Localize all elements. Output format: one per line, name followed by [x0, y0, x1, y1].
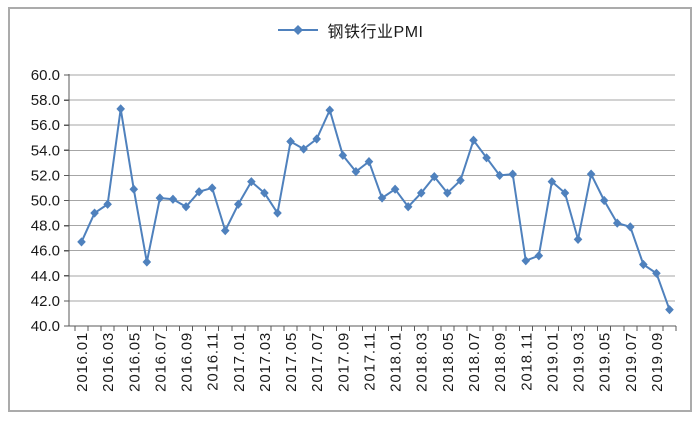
pmi-marker [612, 218, 622, 228]
pmi-marker [181, 202, 191, 212]
pmi-marker [351, 167, 361, 177]
pmi-marker [652, 268, 661, 278]
x-tick-label: 2019.01 [544, 332, 561, 392]
pmi-marker [377, 193, 387, 203]
x-tick-label: 2018.03 [414, 332, 431, 392]
pmi-marker [430, 172, 439, 182]
x-tick-label: 2017.07 [309, 332, 326, 392]
pmi-marker [247, 177, 256, 187]
pmi-marker [286, 136, 295, 147]
y-tick-label: 40.0 [31, 318, 60, 335]
x-tick-label: 2019.03 [571, 332, 588, 392]
pmi-marker [260, 188, 269, 198]
x-tick-label: 2016.05 [126, 332, 143, 392]
pmi-line [80, 107, 671, 311]
pmi-marker [207, 183, 217, 193]
x-tick-label: 2017.05 [283, 332, 300, 392]
y-tick-label: 48.0 [31, 218, 60, 235]
pmi-marker [390, 184, 400, 194]
pmi-marker [77, 237, 86, 247]
pmi-marker [416, 188, 426, 198]
pmi-marker [626, 222, 635, 232]
pmi-marker [443, 188, 452, 198]
pmi-marker [129, 184, 139, 194]
x-tick-label: 2018.01 [388, 332, 405, 392]
pmi-marker [325, 105, 335, 115]
y-tick-label: 54.0 [31, 142, 60, 159]
pmi-marker [482, 153, 491, 163]
x-tick-label: 2016.07 [152, 332, 169, 392]
pmi-marker [639, 259, 648, 270]
legend-line-marker-icon [277, 25, 318, 35]
pmi-marker [155, 193, 165, 203]
x-tick-label: 2018.09 [492, 332, 509, 392]
pmi-marker [116, 104, 125, 114]
x-tick-label: 2016.09 [179, 332, 196, 392]
x-tick-label: 2018.11 [518, 332, 535, 391]
y-tick-label: 58.0 [31, 92, 60, 109]
pmi-marker [469, 135, 478, 145]
legend-label: 钢铁行业PMI [327, 24, 424, 41]
x-tick-label: 2019.09 [649, 332, 666, 392]
x-tick-label: 2016.03 [100, 332, 117, 392]
pmi-marker [403, 202, 413, 212]
pmi-marker [338, 150, 348, 160]
pmi-marker [521, 256, 531, 266]
x-tick-label: 2017.09 [335, 332, 352, 392]
pmi-marker [586, 169, 596, 179]
x-tick-label: 2018.07 [466, 332, 483, 392]
pmi-marker [273, 208, 282, 218]
y-tick-label: 52.0 [31, 167, 60, 184]
pmi-marker [534, 251, 544, 261]
y-tick-label: 46.0 [31, 243, 60, 260]
pmi-marker [194, 187, 204, 197]
pmi-marker [220, 226, 230, 236]
y-tick-label: 60.0 [31, 67, 60, 84]
y-tick-label: 56.0 [31, 117, 60, 134]
x-tick-label: 2016.11 [205, 332, 222, 391]
pmi-marker [508, 169, 517, 179]
pmi-marker [90, 208, 99, 218]
x-tick-label: 2019.05 [597, 332, 614, 392]
x-tick-label: 2018.05 [440, 332, 457, 392]
x-tick-label: 2017.03 [257, 332, 274, 392]
pmi-marker [103, 199, 112, 209]
pmi-marker [312, 134, 321, 144]
y-tick-label: 44.0 [31, 268, 60, 285]
pmi-marker [299, 144, 308, 154]
pmi-marker [599, 195, 609, 206]
x-tick-label: 2017.11 [361, 332, 378, 391]
x-tick-label: 2019.07 [623, 332, 640, 392]
pmi-marker [560, 188, 570, 198]
pmi-marker [665, 305, 674, 315]
x-tick-label: 2016.01 [74, 332, 91, 392]
legend: 钢铁行业PMI [0, 20, 700, 41]
pmi-marker [168, 194, 178, 204]
pmi-marker [456, 175, 465, 186]
x-tick-label: 2017.01 [231, 332, 248, 392]
y-tick-label: 42.0 [31, 293, 60, 310]
pmi-marker [573, 234, 583, 245]
pmi-marker [234, 199, 243, 209]
pmi-marker [142, 257, 152, 267]
y-tick-label: 50.0 [31, 193, 60, 210]
pmi-marker [364, 156, 374, 167]
pmi-marker [495, 170, 504, 180]
pmi-marker [547, 177, 557, 187]
